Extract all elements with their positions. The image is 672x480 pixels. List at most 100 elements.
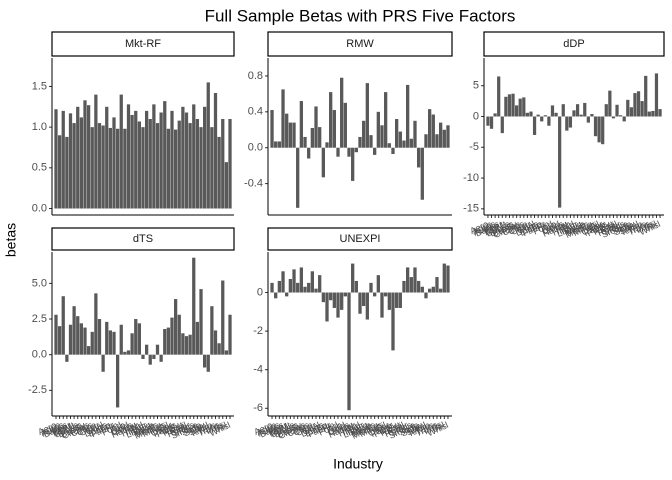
y-tick-label: 0.0 bbox=[32, 349, 47, 361]
bar bbox=[380, 292, 384, 318]
bar bbox=[384, 92, 388, 148]
bar bbox=[406, 84, 410, 148]
bar bbox=[105, 321, 109, 355]
bar bbox=[351, 263, 355, 293]
bar bbox=[72, 306, 76, 355]
bar bbox=[384, 292, 388, 297]
bar bbox=[583, 102, 587, 117]
x-axis-title: Industry bbox=[333, 456, 383, 472]
bar bbox=[321, 292, 325, 303]
bar bbox=[529, 111, 533, 117]
bar bbox=[144, 110, 149, 209]
bar bbox=[568, 116, 573, 128]
y-tick-label: -10 bbox=[463, 172, 479, 184]
bar bbox=[148, 354, 152, 365]
bar bbox=[373, 292, 377, 297]
bar bbox=[181, 106, 185, 209]
bar bbox=[438, 288, 443, 293]
bar bbox=[398, 131, 402, 148]
bar bbox=[409, 277, 413, 293]
bar bbox=[54, 109, 58, 209]
facet-title: RMW bbox=[346, 38, 374, 50]
y-tick-label: 2.5 bbox=[32, 313, 47, 325]
bar bbox=[177, 120, 181, 209]
bar bbox=[497, 76, 501, 117]
bar bbox=[347, 292, 351, 411]
bar bbox=[134, 110, 138, 209]
bar bbox=[170, 110, 174, 209]
bar bbox=[217, 343, 221, 355]
bar bbox=[224, 162, 229, 209]
bar bbox=[380, 125, 384, 148]
bar bbox=[336, 292, 340, 318]
bar bbox=[626, 99, 630, 117]
bar bbox=[148, 119, 152, 209]
bar bbox=[365, 83, 369, 148]
bar bbox=[61, 110, 65, 209]
bar bbox=[329, 92, 333, 148]
bar bbox=[420, 147, 424, 200]
bar bbox=[597, 116, 601, 143]
bar bbox=[163, 101, 167, 209]
bar bbox=[203, 354, 207, 368]
bar bbox=[101, 354, 105, 372]
y-tick-label: 0 bbox=[257, 286, 263, 298]
bar bbox=[532, 116, 537, 135]
facet-title: UNEXPI bbox=[340, 233, 381, 245]
bar bbox=[376, 275, 380, 293]
bar bbox=[608, 90, 612, 117]
bar bbox=[177, 314, 181, 355]
bar bbox=[94, 94, 98, 209]
bar bbox=[307, 147, 311, 159]
bar bbox=[97, 123, 102, 209]
x-tick-label: Util bbox=[430, 420, 446, 435]
bar bbox=[277, 141, 282, 148]
bar bbox=[387, 292, 391, 310]
bar bbox=[68, 113, 73, 209]
bar bbox=[221, 280, 225, 355]
bar bbox=[152, 354, 156, 359]
bar bbox=[395, 119, 399, 148]
bar bbox=[137, 121, 142, 209]
bar bbox=[123, 128, 127, 209]
bar bbox=[424, 134, 428, 148]
bar bbox=[590, 114, 594, 117]
bar bbox=[57, 326, 62, 355]
bar bbox=[163, 329, 167, 355]
bar bbox=[340, 77, 344, 148]
bar bbox=[402, 140, 406, 148]
bar bbox=[579, 114, 583, 117]
bar bbox=[130, 333, 134, 355]
bar bbox=[206, 82, 210, 209]
bar bbox=[65, 136, 69, 209]
y-tick-label: -0.4 bbox=[244, 178, 263, 190]
bar bbox=[424, 292, 428, 299]
bar bbox=[413, 120, 417, 148]
bar bbox=[94, 293, 98, 355]
bar bbox=[184, 336, 189, 355]
bar bbox=[281, 271, 285, 293]
bar bbox=[307, 282, 311, 293]
y-tick-label: 1.5 bbox=[32, 80, 47, 92]
bar bbox=[270, 110, 274, 148]
bar bbox=[288, 122, 293, 148]
bar bbox=[173, 299, 178, 355]
bar bbox=[134, 319, 138, 355]
bar bbox=[640, 101, 644, 117]
bar bbox=[536, 114, 540, 117]
bar bbox=[636, 91, 641, 117]
bar bbox=[57, 135, 62, 209]
bar bbox=[159, 112, 163, 209]
bar bbox=[203, 106, 207, 209]
bar bbox=[144, 344, 149, 355]
facet-title: dDP bbox=[563, 38, 584, 50]
bar bbox=[195, 119, 200, 209]
facet-strip bbox=[51, 227, 235, 251]
y-tick-label: -4 bbox=[253, 364, 263, 376]
x-tick-label: Util bbox=[212, 420, 228, 435]
facet-title: Mkt-RF bbox=[125, 38, 161, 50]
bar bbox=[318, 127, 322, 148]
bar bbox=[565, 116, 569, 131]
bar bbox=[391, 292, 395, 351]
